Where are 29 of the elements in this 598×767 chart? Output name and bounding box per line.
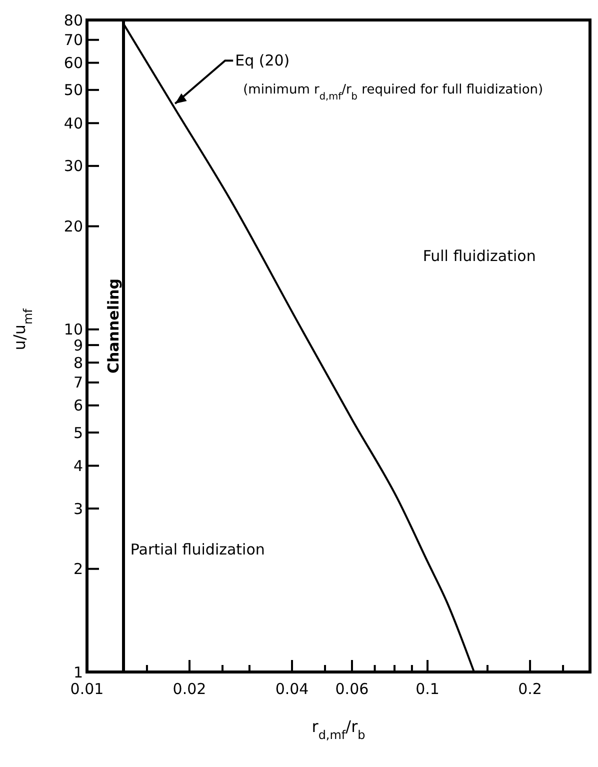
y-tick-label: 40 bbox=[64, 114, 83, 132]
x-tick-label: 0.06 bbox=[335, 680, 369, 698]
ref-line-label: Channeling bbox=[104, 278, 123, 374]
x-tick-label: 0.01 bbox=[70, 680, 104, 698]
x-axis-title: r$_{d,mf}$/r$_{b}$ bbox=[312, 717, 366, 742]
annotation: Partial fluidization bbox=[130, 540, 265, 559]
x-tick-label: 0.04 bbox=[275, 680, 309, 698]
y-tick-label: 50 bbox=[64, 81, 83, 100]
y-tick-label: 80 bbox=[64, 11, 83, 30]
annotation: (minimum r$_{d,mf}$/r$_{b}$ required for full fluidization) bbox=[243, 82, 544, 102]
y-tick-label: 8 bbox=[73, 354, 83, 372]
x-tick-label: 0.1 bbox=[416, 680, 440, 698]
y-tick-label: 30 bbox=[64, 157, 83, 176]
y-tick-label: 7 bbox=[73, 374, 83, 392]
y-tick-label: 3 bbox=[73, 500, 83, 518]
y-tick-label: 9 bbox=[73, 336, 83, 354]
annotation: Eq (20) bbox=[235, 52, 290, 70]
y-tick-label: 2 bbox=[73, 560, 83, 578]
y-tick-label: 10 bbox=[64, 320, 83, 339]
annotation: Full fluidization bbox=[422, 247, 536, 266]
y-tick-label: 60 bbox=[64, 54, 83, 72]
x-tick-label: 0.02 bbox=[172, 680, 206, 698]
y-tick-label: 6 bbox=[73, 396, 83, 415]
y-tick-label: 4 bbox=[73, 456, 83, 475]
y-tick-label: 70 bbox=[64, 31, 83, 50]
y-tick-label: 5 bbox=[73, 424, 83, 442]
x-tick-label: 0.2 bbox=[518, 680, 542, 698]
y-tick-label: 1 bbox=[73, 663, 83, 682]
y-tick-label: 20 bbox=[64, 218, 83, 236]
